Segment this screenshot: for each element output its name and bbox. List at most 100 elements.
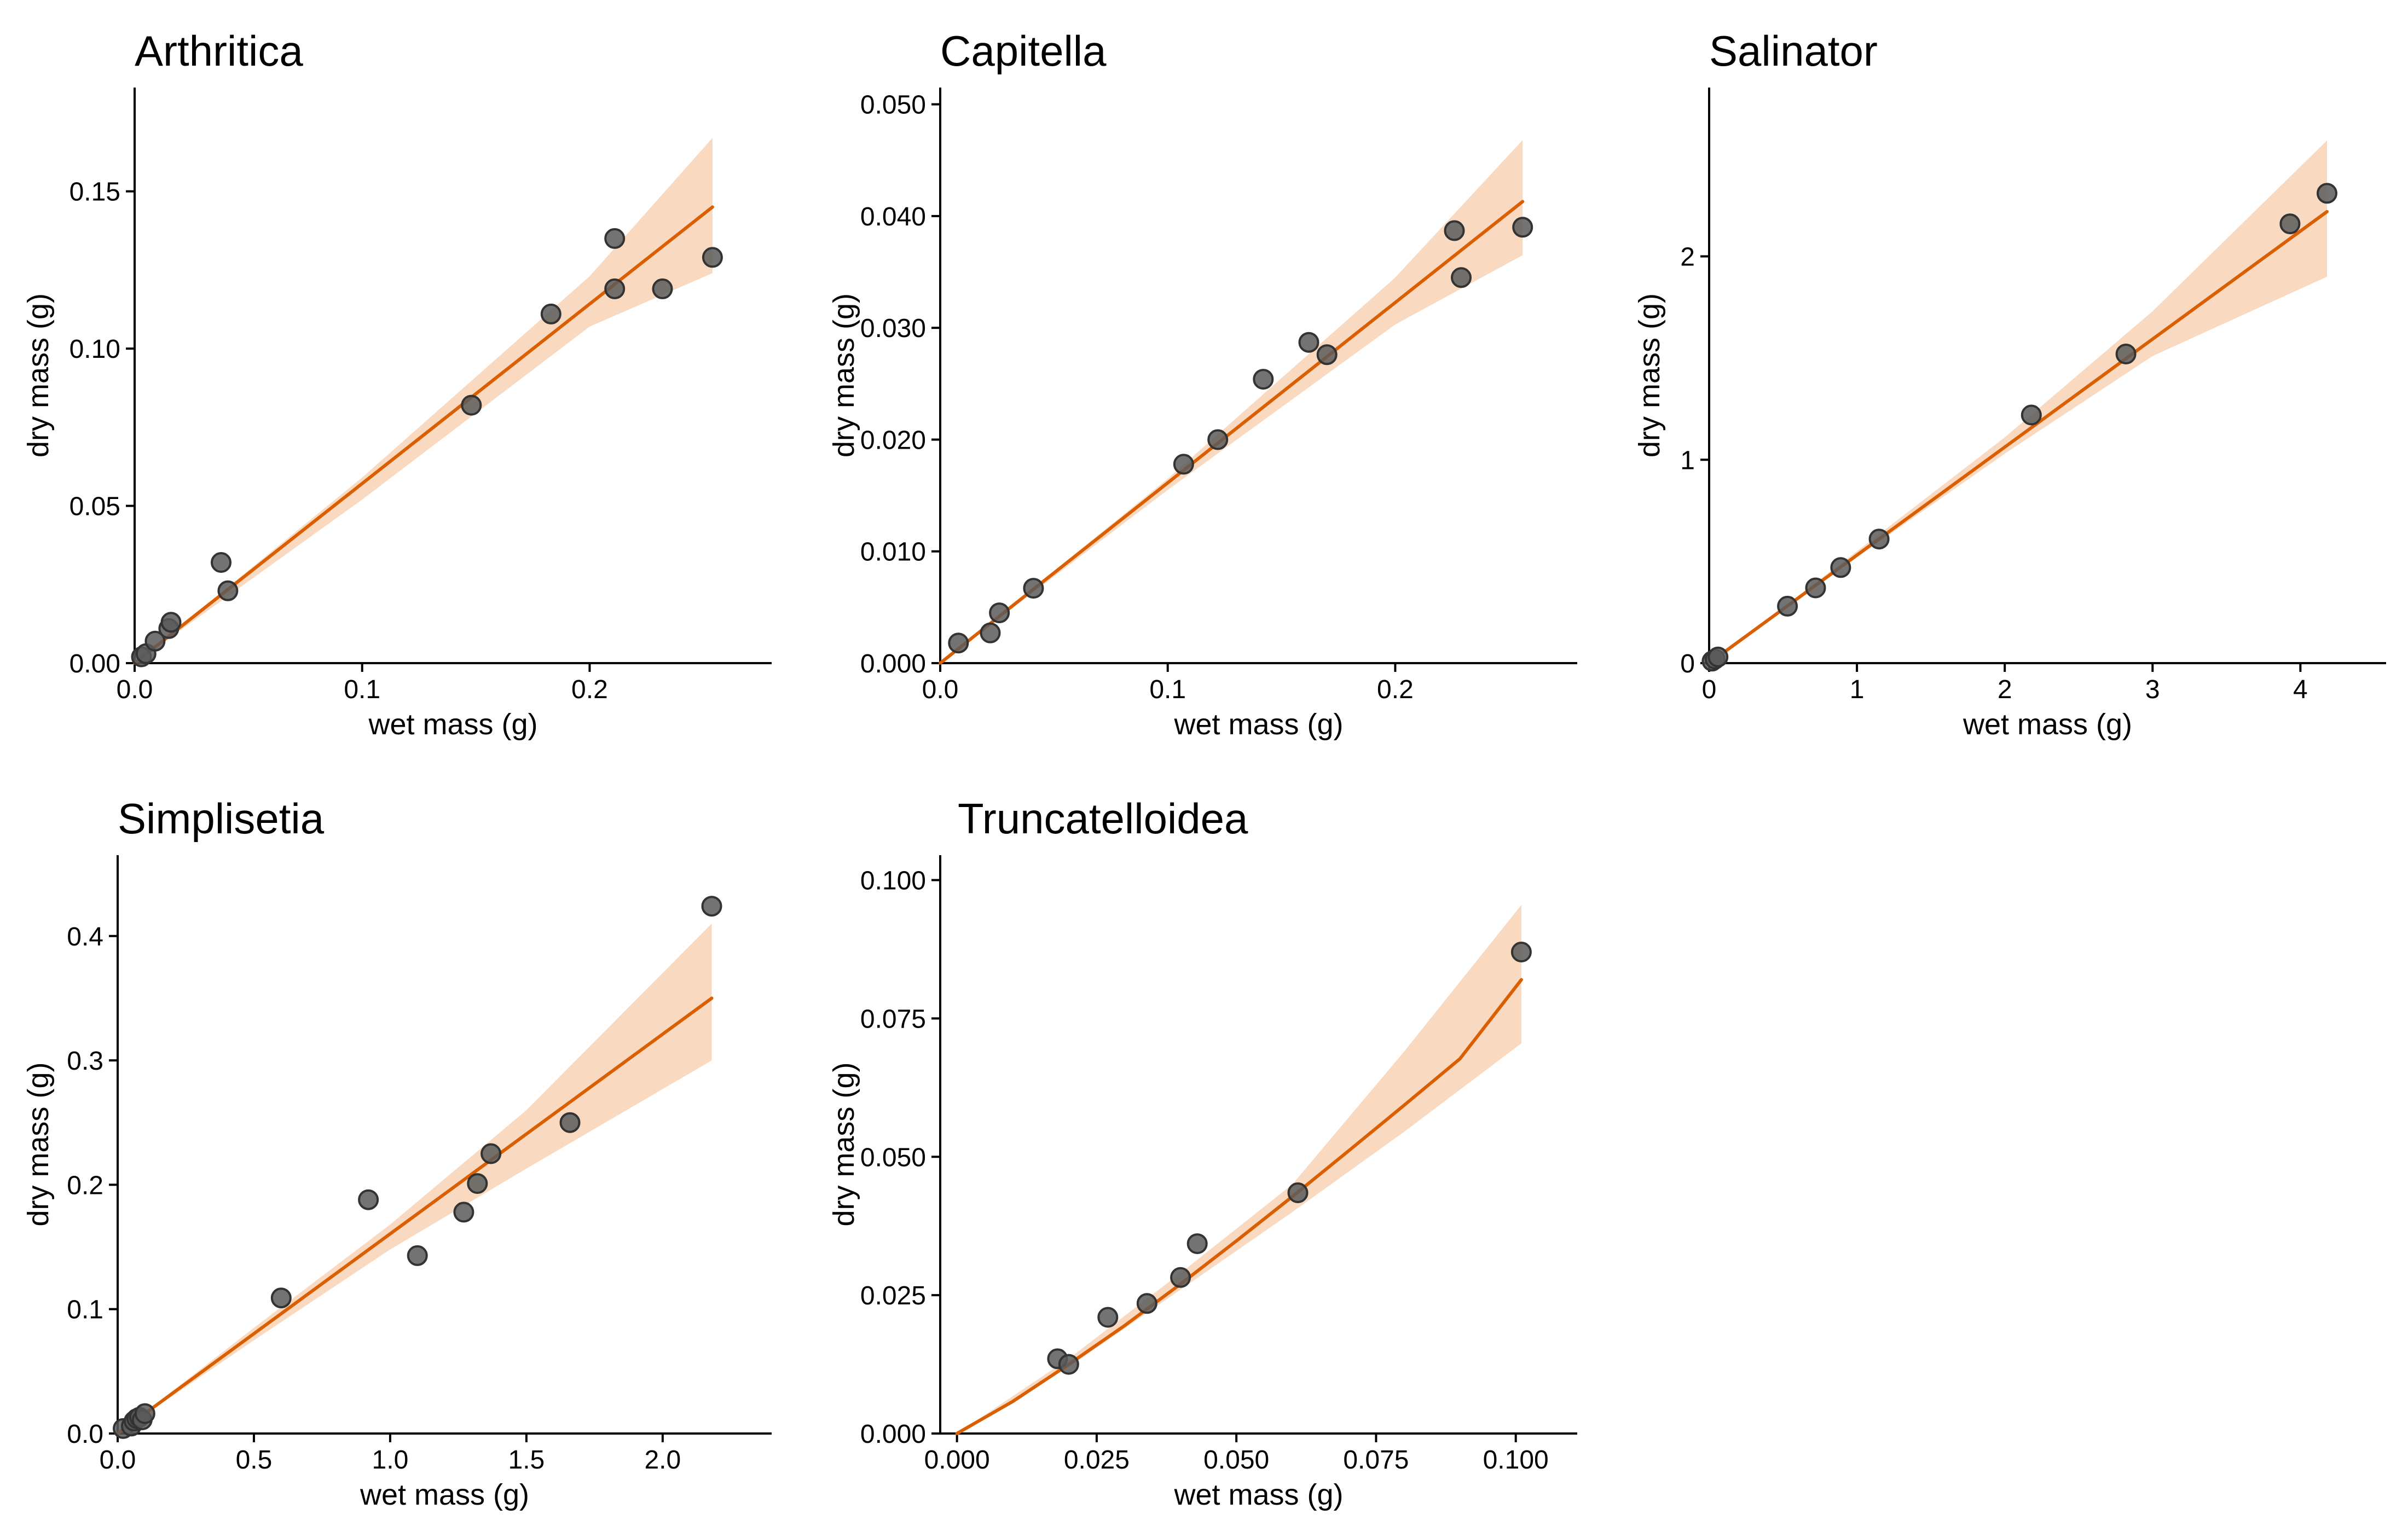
- data-point-arthritica: [652, 278, 673, 299]
- confidence-band-simplisetia: [118, 924, 712, 1434]
- data-point-salinator: [2115, 344, 2137, 364]
- data-point-capitella: [1512, 217, 1533, 238]
- y-tick-label-simplisetia: 0.4: [67, 922, 103, 951]
- data-point-salinator: [1868, 529, 1890, 550]
- x-tick-label-simplisetia: 2.0: [644, 1446, 681, 1475]
- data-point-capitella: [1316, 344, 1338, 365]
- data-point-simplisetia: [467, 1173, 488, 1194]
- x-axis-label-truncatelloidea: wet mass (g): [1173, 1478, 1343, 1511]
- panel-truncatelloidea: Truncatelloidea wet mass (g) dry mass (g…: [827, 794, 1577, 1511]
- data-point-simplisetia: [481, 1143, 502, 1164]
- data-point-truncatelloidea: [1136, 1293, 1157, 1314]
- x-axis-label-capitella: wet mass (g): [1173, 708, 1343, 741]
- data-point-arthritica: [604, 278, 626, 299]
- x-tick-label-simplisetia: 0.0: [100, 1446, 136, 1475]
- y-tick-label-truncatelloidea: 0.050: [860, 1143, 926, 1172]
- y-axis-label-salinator: dry mass (g): [1633, 293, 1666, 457]
- data-point-arthritica: [217, 580, 239, 601]
- y-tick-label-salinator: 2: [1680, 243, 1695, 272]
- x-tick-label-simplisetia: 1.5: [508, 1446, 545, 1475]
- x-tick-label-truncatelloidea: 0.000: [924, 1446, 990, 1475]
- panel-title-salinator: Salinator: [1709, 27, 1878, 75]
- data-point-salinator: [2317, 183, 2337, 204]
- data-point-simplisetia: [134, 1403, 155, 1424]
- x-tick-label-salinator: 1: [1850, 675, 1865, 704]
- y-tick-label-capitella: 0.010: [860, 538, 926, 567]
- x-axis-label-salinator: wet mass (g): [1963, 708, 2132, 741]
- panel-title-arthritica: Arthritica: [135, 27, 303, 75]
- y-tick-label-arthritica: 0.05: [70, 492, 120, 521]
- data-point-arthritica: [211, 552, 231, 573]
- panel-capitella: Capitella wet mass (g) dry mass (g) 0.0 0…: [827, 27, 1577, 741]
- data-point-truncatelloidea: [1058, 1354, 1079, 1375]
- fit-line-truncatelloidea: [955, 978, 1523, 1435]
- x-tick-label-truncatelloidea: 0.075: [1343, 1446, 1409, 1475]
- y-tick-label-arthritica: 0.10: [70, 335, 120, 364]
- x-axis-label-arthritica: wet mass (g): [368, 708, 537, 741]
- panel-title-capitella: Capitella: [940, 27, 1107, 75]
- y-tick-label-arthritica: 0.00: [70, 649, 120, 678]
- x-tick-label-arthritica: 0.0: [117, 675, 153, 704]
- y-axis-label-arthritica: dry mass (g): [22, 293, 55, 457]
- data-point-capitella: [1173, 454, 1194, 475]
- confidence-band-truncatelloidea: [957, 905, 1521, 1434]
- fit-line-salinator: [1707, 210, 2329, 665]
- panel-simplisetia: Simplisetia wet mass (g) dry mass (g) 0.…: [22, 794, 772, 1511]
- y-tick-label-capitella: 0.050: [860, 91, 926, 120]
- y-tick-label-salinator: 0: [1680, 649, 1695, 678]
- y-tick-label-truncatelloidea: 0.025: [860, 1281, 926, 1310]
- y-tick-label-capitella: 0.020: [860, 426, 926, 455]
- y-tick-label-capitella: 0.040: [860, 202, 926, 231]
- x-tick-label-salinator: 2: [1998, 675, 2012, 704]
- x-tick-label-salinator: 0: [1702, 675, 1717, 704]
- data-point-arthritica: [702, 247, 723, 268]
- y-axis-label-simplisetia: dry mass (g): [22, 1062, 55, 1226]
- data-point-truncatelloidea: [1097, 1307, 1119, 1328]
- data-point-capitella: [1023, 578, 1044, 599]
- y-tick-label-capitella: 0.030: [860, 314, 926, 343]
- y-tick-label-simplisetia: 0.1: [67, 1296, 103, 1325]
- y-tick-label-simplisetia: 0.0: [67, 1420, 103, 1449]
- confidence-band-salinator: [1709, 140, 2327, 663]
- panel-arthritica: Arthritica wet mass (g) dry mass (g) 0.0…: [22, 27, 772, 741]
- data-point-truncatelloidea: [1510, 942, 1532, 962]
- y-tick-label-simplisetia: 0.2: [67, 1171, 103, 1200]
- data-point-simplisetia: [270, 1287, 292, 1309]
- data-point-salinator: [1707, 646, 1729, 668]
- data-point-arthritica: [144, 630, 166, 652]
- x-tick-label-truncatelloidea: 0.100: [1483, 1446, 1549, 1475]
- data-point-capitella: [1444, 220, 1465, 241]
- x-tick-label-simplisetia: 0.5: [236, 1446, 273, 1475]
- y-tick-label-capitella: 0.000: [860, 649, 926, 678]
- y-tick-label-truncatelloidea: 0.075: [860, 1005, 926, 1034]
- data-point-capitella: [989, 602, 1010, 624]
- data-point-truncatelloidea: [1186, 1233, 1208, 1255]
- y-tick-label-simplisetia: 0.3: [67, 1047, 103, 1076]
- data-point-capitella: [1298, 332, 1319, 353]
- data-point-simplisetia: [453, 1202, 474, 1223]
- x-tick-label-capitella: 0.1: [1149, 675, 1186, 704]
- data-point-arthritica: [160, 612, 182, 633]
- data-point-truncatelloidea: [1170, 1267, 1191, 1288]
- y-tick-label-truncatelloidea: 0.100: [860, 867, 926, 896]
- data-point-salinator: [1777, 595, 1798, 617]
- data-point-capitella: [1253, 369, 1274, 390]
- x-tick-label-truncatelloidea: 0.050: [1203, 1446, 1269, 1475]
- x-tick-label-arthritica: 0.1: [344, 675, 380, 704]
- data-point-salinator: [1805, 577, 1826, 599]
- data-point-salinator: [2279, 213, 2301, 235]
- data-point-arthritica: [604, 228, 626, 249]
- x-tick-label-arthritica: 0.2: [571, 675, 608, 704]
- data-point-truncatelloidea: [1287, 1182, 1309, 1203]
- y-tick-label-salinator: 1: [1680, 446, 1695, 475]
- fit-line-simplisetia: [116, 996, 714, 1435]
- x-tick-label-salinator: 4: [2293, 675, 2308, 704]
- x-tick-label-truncatelloidea: 0.025: [1064, 1446, 1130, 1475]
- x-tick-label-salinator: 3: [2145, 675, 2160, 704]
- data-point-salinator: [2021, 404, 2042, 426]
- y-tick-label-truncatelloidea: 0.000: [860, 1420, 926, 1449]
- data-point-simplisetia: [701, 896, 722, 917]
- x-tick-label-simplisetia: 1.0: [372, 1446, 409, 1475]
- y-tick-label-arthritica: 0.15: [70, 178, 120, 207]
